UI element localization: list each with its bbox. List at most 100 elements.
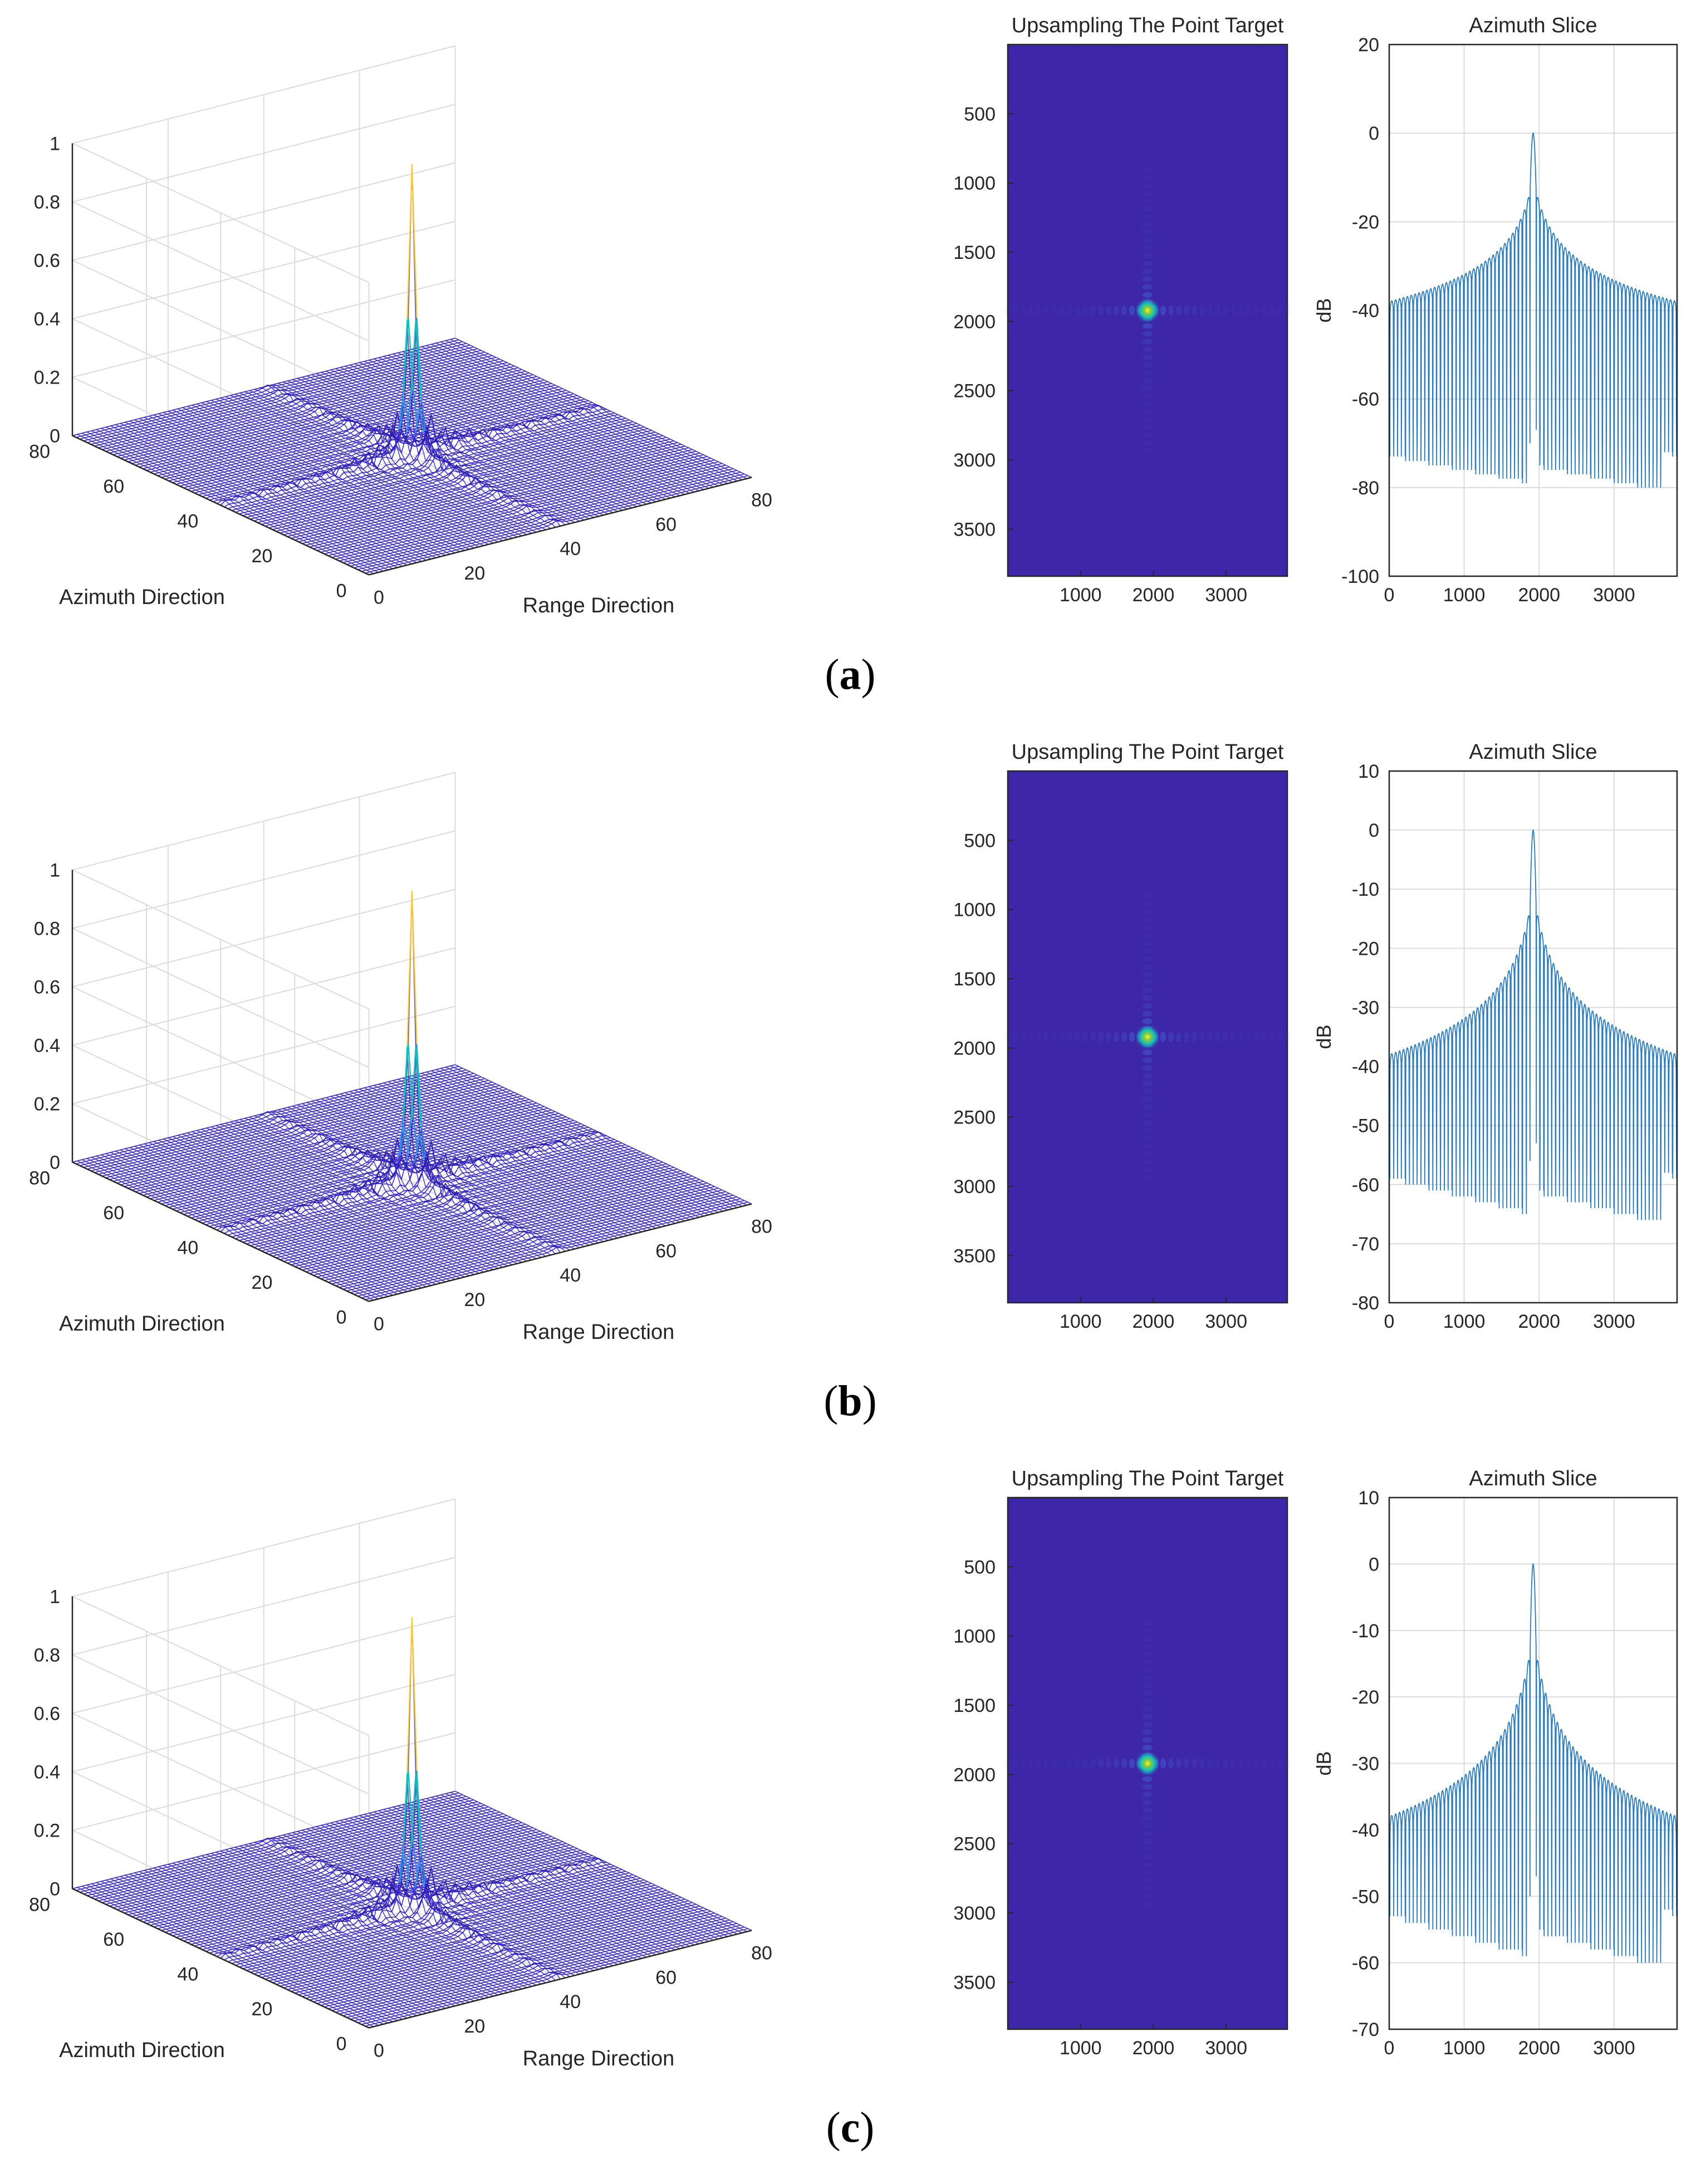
slice-y-tick-label: 20 <box>1358 35 1379 56</box>
slice-y-tick-label: -50 <box>1352 1886 1379 1907</box>
surface-z-tick-label: 0 <box>50 426 60 447</box>
image-sidelobe-v <box>1143 1698 1153 1704</box>
image-sidelobe-h <box>1098 1032 1104 1042</box>
image-sidelobe-h <box>1238 1032 1244 1042</box>
surface-z-tick-label: 1 <box>50 860 60 881</box>
image-sidelobe-v <box>1143 909 1153 915</box>
image-sidelobe-v <box>1143 1838 1153 1844</box>
slice-title: Azimuth Slice <box>1469 1467 1597 1490</box>
surface-y-tick-label: 0 <box>336 2034 347 2055</box>
image-sidelobe-h <box>1020 1032 1026 1042</box>
surface-mesh-line <box>220 1850 518 1991</box>
image-y-tick-label: 1000 <box>953 1626 996 1647</box>
surface-z-tick-label: 0.2 <box>34 1094 60 1115</box>
surface-mesh-line <box>125 421 422 562</box>
surface-mesh-line <box>129 420 427 561</box>
image-sidelobe-h <box>1129 1032 1135 1042</box>
surface-mesh-line <box>244 1844 542 1985</box>
image-sidelobe-v <box>1143 917 1153 923</box>
surface-mesh-line <box>197 1856 494 1997</box>
surface-z-tick-label: 0.4 <box>34 1762 60 1783</box>
surface-mesh-line <box>101 428 398 568</box>
panel-letter: b <box>838 1377 862 1425</box>
surface-peak-segment <box>423 1887 430 1902</box>
image-sidelobe-v <box>1143 1901 1153 1907</box>
surface-mesh-line <box>407 1076 704 1217</box>
image-sidelobe-h <box>1059 305 1065 316</box>
image-sidelobe-v <box>1143 424 1153 430</box>
surface-z-tick-label: 0 <box>50 1879 60 1900</box>
image-sidelobe-v <box>1143 1690 1153 1696</box>
surface-mesh-line <box>321 1825 618 1965</box>
image-sidelobe-v <box>1143 1877 1153 1883</box>
image-sidelobe-v <box>1143 1120 1153 1126</box>
image-sidelobe-v <box>1143 1073 1153 1079</box>
image-sidelobe-v <box>1143 1003 1153 1009</box>
surface-mesh-line <box>335 1821 633 1961</box>
surface-mesh-line <box>350 1817 647 1958</box>
slice-plot: 0 1000 2000 3000 20 0 -20 -40 -60 -80 -100 Azimuth … <box>1312 14 1678 606</box>
image-x-tick-label: 2000 <box>1133 585 1175 606</box>
image-sidelobe-v <box>1143 948 1153 954</box>
image-sidelobe-v <box>1143 362 1153 368</box>
surface-mesh-line <box>96 1155 393 1296</box>
surface-mesh-line <box>340 1820 638 1960</box>
surface-peak-segment <box>416 1770 423 1855</box>
surface-mesh-line <box>345 1092 642 1233</box>
image-sidelobe-v <box>1143 261 1153 267</box>
surface-mesh-line <box>369 1813 666 1953</box>
image-sidelobe-h <box>1269 1758 1275 1769</box>
surface-mesh-line <box>364 361 661 501</box>
image-y-tick-label: 500 <box>964 830 996 851</box>
surface-mesh-line <box>110 425 408 566</box>
image-sidelobe-v <box>1143 416 1153 423</box>
slice-y-axis-label: dB <box>1312 298 1335 322</box>
image-sidelobe-h <box>1067 1032 1072 1042</box>
surface-mesh-line <box>249 1843 546 1984</box>
image-sidelobe-v <box>1143 1636 1153 1642</box>
image-sidelobe-v <box>1143 933 1153 939</box>
surface-x-tick-label: 60 <box>655 1240 677 1262</box>
surface-mesh-line <box>86 431 384 572</box>
surface-peak <box>394 164 430 453</box>
surface-mesh-line <box>321 1098 618 1239</box>
slice-y-tick-label: -10 <box>1352 1621 1379 1642</box>
image-sidelobe-h <box>1090 305 1096 316</box>
surface-mesh-line <box>282 1108 580 1248</box>
image-y-tick-label: 3000 <box>953 450 996 471</box>
image-peak <box>1134 1023 1161 1051</box>
slice-x-tick-label: 1000 <box>1443 585 1486 606</box>
image-sidelobe-h <box>1051 1758 1057 1769</box>
image-sidelobe-h <box>1059 1032 1065 1042</box>
image-title: Upsampling The Point Target <box>1012 740 1284 764</box>
surface-mesh-line <box>306 1102 604 1243</box>
surface-mesh <box>72 890 752 1302</box>
image-sidelobe-v <box>1143 1815 1153 1821</box>
image-sidelobe-v <box>1143 1667 1153 1673</box>
image-sidelobe-h <box>1223 1758 1228 1769</box>
image-sidelobe-v <box>1143 284 1153 290</box>
surface-mesh-line <box>105 1879 403 2020</box>
image-sidelobe-v <box>1143 1792 1153 1798</box>
surface-mesh-line <box>163 1865 460 2005</box>
surface-mesh-line <box>153 1141 450 1282</box>
image-sidelobe-h <box>1238 305 1244 316</box>
image-sidelobe-h <box>1082 305 1088 316</box>
surface-mesh-line <box>393 354 690 494</box>
surface-peak-segment <box>405 1847 412 1889</box>
image-sidelobe-v <box>1143 1057 1153 1063</box>
image-sidelobe-h <box>1090 1032 1096 1042</box>
surface-mesh-line <box>426 345 723 485</box>
surface-mesh-line <box>149 1868 446 2009</box>
slice-y-tick-label: -20 <box>1352 1687 1379 1708</box>
image-sidelobe-h <box>1082 1032 1088 1042</box>
surface-mesh-line <box>120 1149 417 1290</box>
image-y-tick-label: 1000 <box>953 900 996 921</box>
image-sidelobe-h <box>1114 1032 1119 1042</box>
surface-z-tick-label: 0.4 <box>34 309 60 330</box>
surface-mesh-line <box>350 1091 647 1231</box>
surface-mesh-line <box>192 1858 489 1998</box>
slice-x-tick-label: 3000 <box>1593 1311 1635 1332</box>
image-sidelobe-h <box>1160 1032 1166 1042</box>
surface-x-tick-label: 20 <box>464 1289 485 1311</box>
